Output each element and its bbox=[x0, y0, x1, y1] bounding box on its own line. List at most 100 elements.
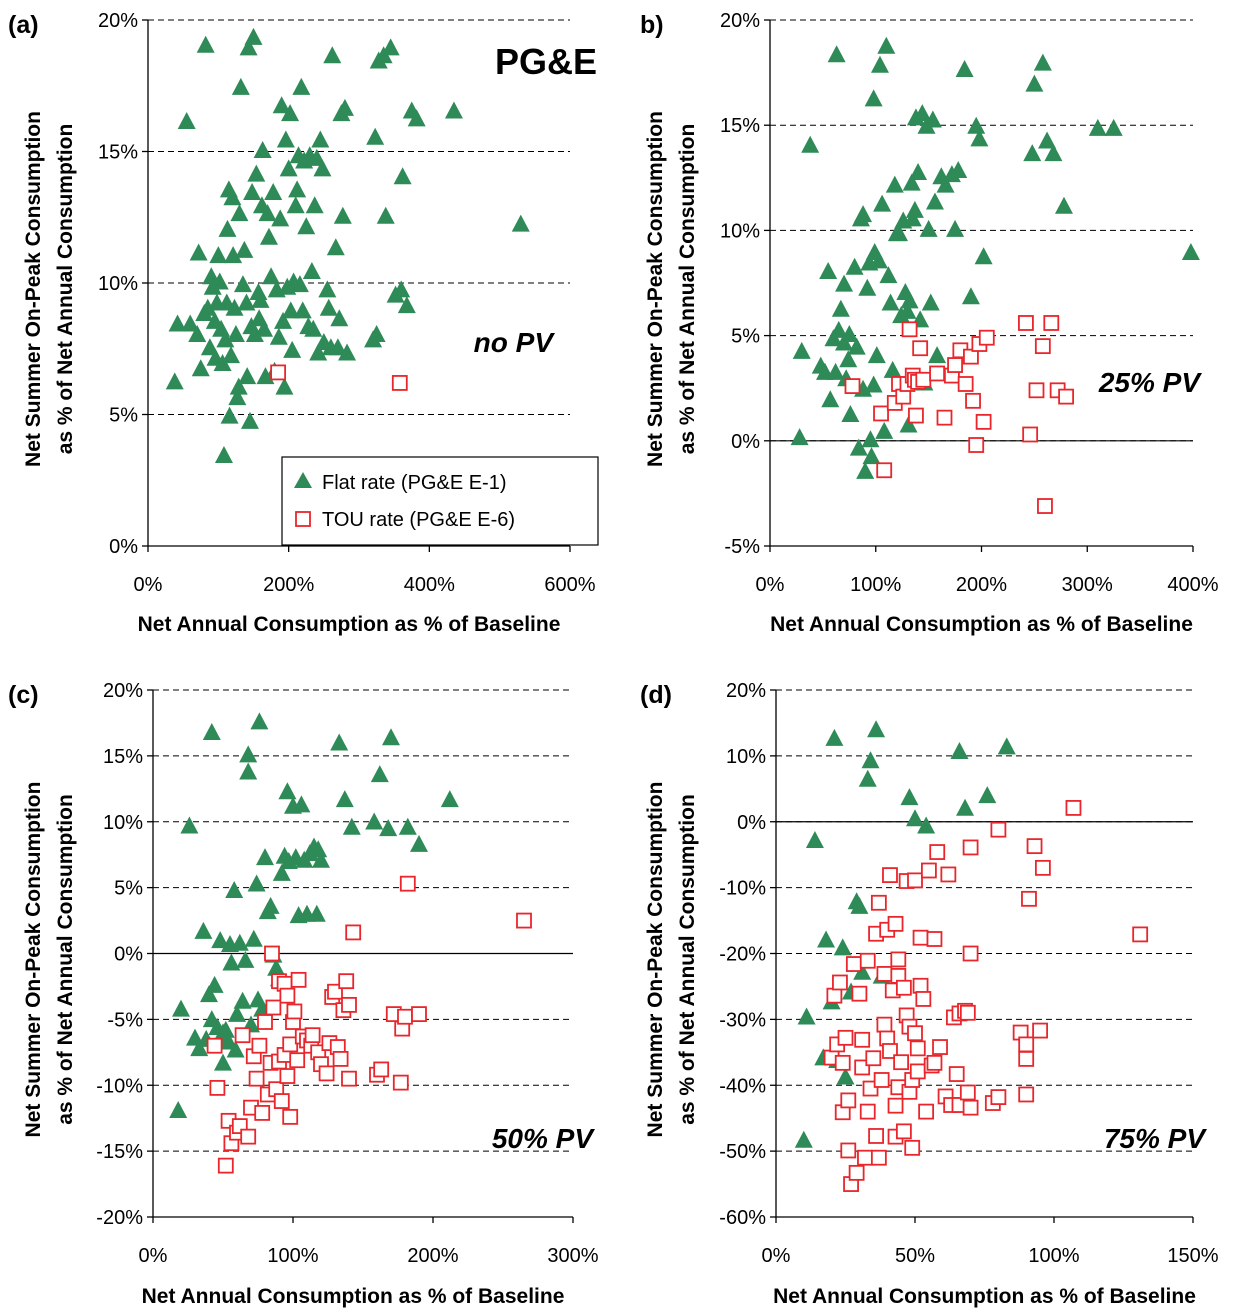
flat-rate-point bbox=[936, 175, 955, 193]
flat-rate-point bbox=[218, 219, 237, 237]
tou-rate-point bbox=[1022, 426, 1039, 443]
tou-rate-point bbox=[909, 1063, 926, 1080]
tou-rate-point bbox=[273, 1093, 290, 1109]
flat-rate-point bbox=[858, 769, 877, 787]
flat-rate-point bbox=[847, 337, 866, 355]
flat-rate-point bbox=[839, 350, 858, 368]
tou-rate-point bbox=[926, 931, 943, 947]
y-tick-label: 5% bbox=[114, 878, 143, 900]
flat-rate-point bbox=[835, 274, 854, 292]
flat-rate-point bbox=[410, 834, 428, 852]
tou-rate-point bbox=[873, 1072, 890, 1088]
flat-rate-point bbox=[211, 931, 230, 949]
tou-rate-point bbox=[240, 1128, 257, 1145]
flat-rate-point bbox=[923, 110, 942, 128]
flat-rate-point bbox=[997, 737, 1016, 755]
flat-rate-point bbox=[235, 240, 254, 258]
tou-rate-point bbox=[940, 866, 957, 883]
y-tick-label: -20% bbox=[719, 944, 766, 966]
flat-rate-point bbox=[330, 309, 349, 327]
flat-rate-point bbox=[275, 377, 294, 395]
tou-rate-point bbox=[962, 839, 979, 856]
flat-rate-point bbox=[169, 1101, 188, 1119]
flat-rate-point bbox=[366, 127, 385, 145]
panel-label: (c) bbox=[8, 681, 39, 709]
flat-rate-point bbox=[226, 325, 245, 343]
flat-rate-point bbox=[281, 104, 300, 122]
flat-rate-point bbox=[861, 430, 880, 448]
tou-rate-point bbox=[848, 1164, 865, 1181]
flat-rate-point bbox=[956, 798, 975, 816]
flat-rate-point bbox=[279, 159, 298, 177]
flat-rate-point bbox=[223, 188, 242, 206]
y-tick-label: 0% bbox=[109, 536, 138, 558]
tou-rate-point bbox=[965, 392, 981, 409]
flat-rate-point bbox=[305, 196, 324, 214]
tou-rate-point bbox=[912, 977, 929, 994]
flat-rate-point bbox=[841, 405, 860, 423]
flat-rate-point bbox=[379, 819, 398, 837]
tou-rate-point bbox=[332, 1051, 349, 1067]
flat-rate-point bbox=[238, 367, 257, 385]
flat-rate-point bbox=[864, 89, 883, 107]
flat-rate-point bbox=[970, 129, 989, 147]
tou-rate-point bbox=[904, 1139, 921, 1156]
tou-rate-point bbox=[915, 371, 932, 388]
flat-rate-point bbox=[831, 299, 850, 317]
flat-rate-point bbox=[247, 874, 266, 892]
flat-rate-point bbox=[229, 377, 248, 395]
tou-rate-point bbox=[959, 1084, 976, 1101]
flat-rate-point bbox=[311, 130, 330, 148]
tou-rate-point bbox=[895, 979, 912, 996]
tou-rate-point bbox=[1028, 382, 1045, 399]
flat-rate-point bbox=[335, 790, 354, 808]
tou-rate-point bbox=[968, 437, 985, 453]
flat-rate-point bbox=[307, 904, 326, 922]
tou-rate-point bbox=[962, 945, 979, 962]
flat-rate-point bbox=[251, 290, 270, 308]
tou-rate-point bbox=[1026, 838, 1043, 855]
tou-rate-point bbox=[932, 1039, 948, 1055]
tou-rate-point bbox=[411, 1006, 427, 1023]
flat-rate-point bbox=[216, 1020, 235, 1038]
flat-rate-point bbox=[230, 933, 249, 951]
flat-rate-point bbox=[902, 173, 921, 191]
flat-rate-point bbox=[825, 728, 844, 746]
y-axis-title: Net Summer On-Peak Consumption bbox=[22, 782, 45, 1138]
tou-rate-point bbox=[895, 1123, 912, 1140]
flat-rate-point bbox=[867, 346, 886, 364]
x-axis-title: Net Annual Consumption as % of Baseline bbox=[142, 1285, 565, 1308]
x-tick-label: 300% bbox=[1062, 574, 1113, 596]
flat-rate-point bbox=[978, 786, 997, 804]
tou-rate-point bbox=[1018, 1036, 1035, 1053]
x-tick-label: 0% bbox=[134, 574, 163, 596]
flat-rate-point bbox=[906, 809, 924, 827]
y-axis-title: Net Summer On-Peak Consumption bbox=[644, 782, 667, 1138]
y-tick-label: -10% bbox=[96, 1075, 143, 1097]
tou-rate-point bbox=[915, 991, 932, 1007]
flat-rate-point bbox=[879, 266, 898, 284]
tou-rate-point bbox=[947, 357, 963, 373]
flat-rate-point bbox=[885, 175, 904, 193]
flat-rate-point bbox=[256, 367, 275, 385]
flat-rate-point bbox=[333, 206, 352, 224]
flat-rate-point bbox=[854, 205, 873, 223]
y-tick-label: -60% bbox=[719, 1207, 766, 1229]
tou-rate-point bbox=[832, 974, 848, 991]
flat-rate-point bbox=[925, 192, 944, 210]
flat-rate-point bbox=[194, 921, 213, 939]
x-axis-title: Net Annual Consumption as % of Baseline bbox=[773, 1285, 1196, 1308]
tou-rate-point bbox=[908, 407, 924, 424]
tou-rate-point bbox=[975, 413, 992, 430]
flat-rate-point bbox=[312, 850, 330, 868]
flat-rate-point bbox=[258, 204, 277, 222]
flat-rate-point bbox=[869, 251, 888, 269]
flat-rate-point bbox=[833, 938, 852, 956]
legend-flat-label: Flat rate (PG&E E-1) bbox=[322, 472, 507, 494]
tou-rate-point bbox=[873, 405, 889, 422]
tou-rate-point bbox=[957, 376, 974, 392]
x-tick-label: 200% bbox=[263, 574, 314, 596]
flat-rate-point bbox=[309, 343, 328, 361]
flat-rate-point bbox=[367, 325, 386, 343]
flat-rate-point bbox=[188, 325, 207, 343]
